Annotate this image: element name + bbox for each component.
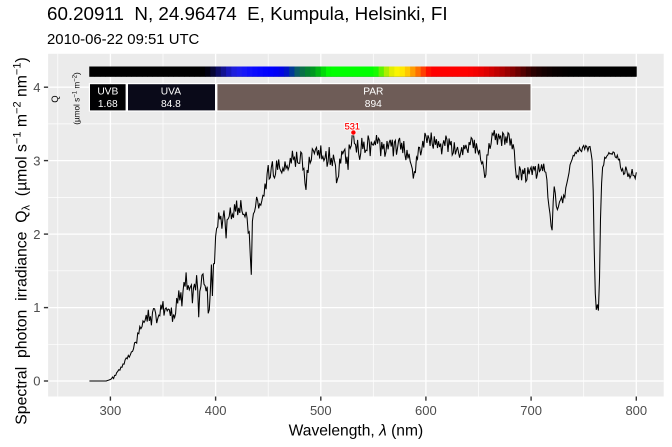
svg-text:1: 1 (33, 300, 40, 315)
svg-text:700: 700 (520, 403, 542, 418)
svg-text:2010-06-22 09:51 UTC: 2010-06-22 09:51 UTC (47, 32, 200, 48)
svg-text:894: 894 (365, 99, 382, 110)
svg-text:60.20911 N, 24.96474 E, Kump: 60.20911 N, 24.96474 E, Kumpula, Helsink… (47, 3, 448, 24)
svg-text:1.68: 1.68 (98, 99, 118, 110)
svg-text:3: 3 (33, 153, 40, 168)
svg-text:PAR: PAR (363, 86, 383, 97)
svg-text:300: 300 (100, 403, 122, 418)
svg-text:UVB: UVB (97, 86, 118, 97)
svg-text:531: 531 (345, 122, 360, 132)
svg-text:Q: Q (50, 95, 61, 102)
svg-text:(µmol s−1 m−2): (µmol s−1 m−2) (73, 72, 82, 125)
svg-text:500: 500 (310, 403, 332, 418)
svg-text:UVA: UVA (161, 86, 181, 97)
svg-text:531: 531 (345, 122, 360, 132)
svg-text:2: 2 (33, 227, 40, 242)
svg-text:84.8: 84.8 (161, 99, 181, 110)
svg-text:Wavelength, λ (nm): Wavelength, λ (nm) (289, 423, 424, 440)
svg-text:0: 0 (33, 374, 40, 389)
svg-text:4: 4 (33, 80, 40, 95)
svg-text:400: 400 (205, 403, 227, 418)
svg-text:800: 800 (625, 403, 647, 418)
svg-text:Spectral photon irradiance: Spectral photon irradiance Qλ (µmol s−1 … (12, 57, 33, 424)
svg-text:600: 600 (415, 403, 437, 418)
